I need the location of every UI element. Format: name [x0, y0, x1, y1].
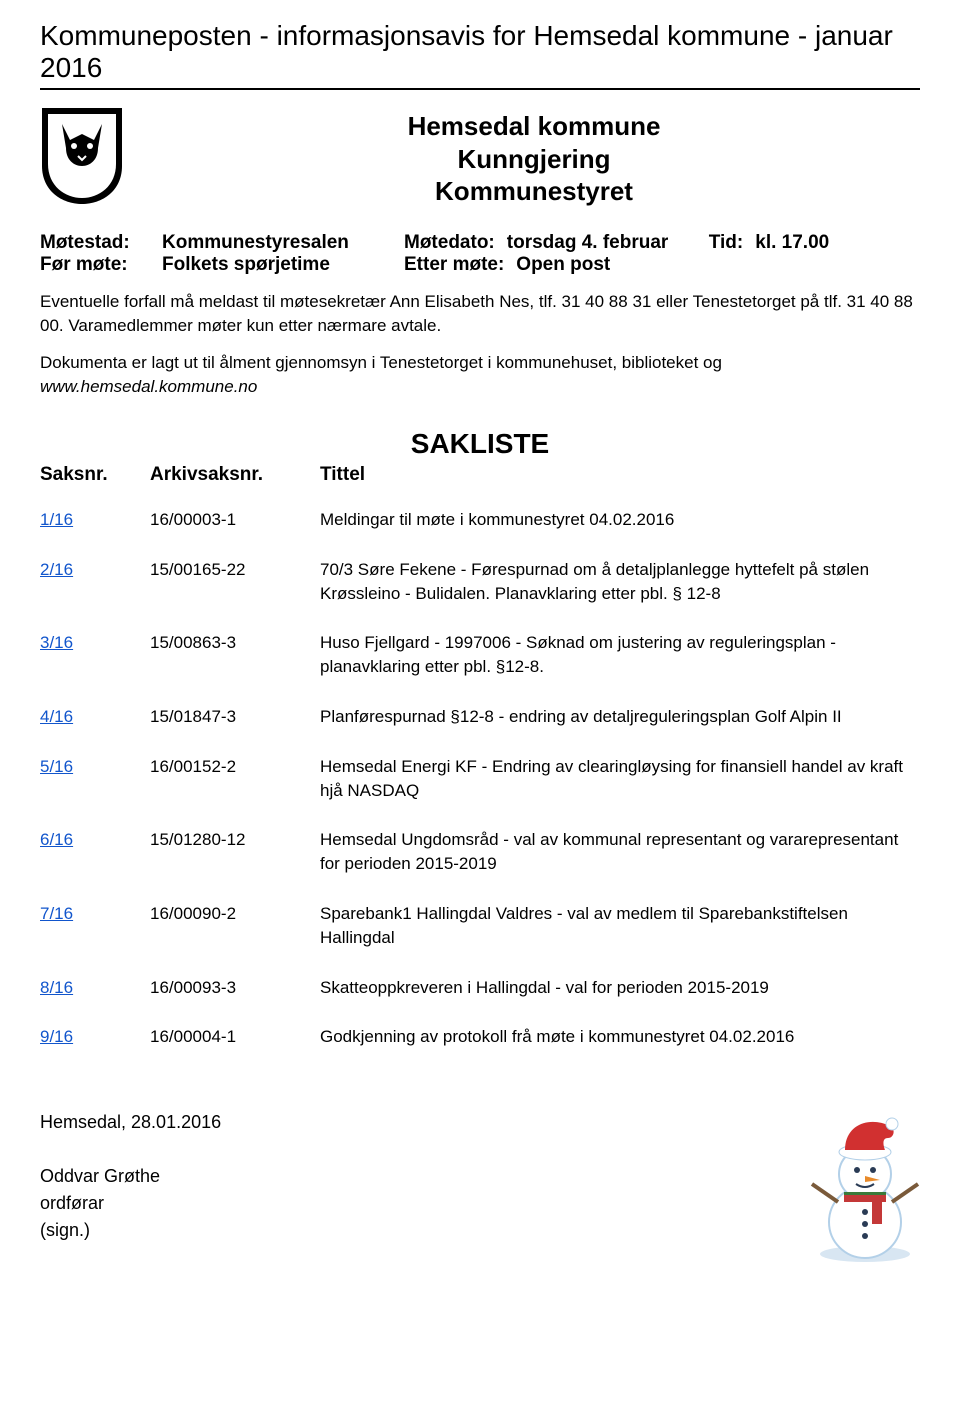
- footer-place-date: Hemsedal, 28.01.2016: [40, 1109, 920, 1136]
- tittel: Skatteoppkreveren i Hallingdal - val for…: [320, 976, 920, 1000]
- arkivsaksnr: 15/00863-3: [150, 631, 320, 655]
- saksnr-link[interactable]: 9/16: [40, 1027, 73, 1046]
- tittel: Meldingar til møte i kommunestyret 04.02…: [320, 508, 920, 532]
- tittel: 70/3 Søre Fekene - Førespurnad om å deta…: [320, 558, 920, 606]
- sak-row: 1/16 16/00003-1Meldingar til møte i kommu…: [40, 508, 920, 532]
- tittel: Hemsedal Energi KF - Endring av clearing…: [320, 755, 920, 803]
- arkivsaksnr: 16/00003-1: [150, 508, 320, 532]
- after-label: Etter møte:: [404, 254, 504, 276]
- sak-row: 9/16 16/00004-1Godkjenning av protokoll f…: [40, 1025, 920, 1049]
- paragraph-1: Eventuelle forfall må meldast til møtese…: [40, 290, 920, 339]
- column-headers: Saksnr. Arkivsaksnr. Tittel: [40, 464, 920, 486]
- arkivsaksnr: 16/00004-1: [150, 1025, 320, 1049]
- arkivsaksnr: 15/01847-3: [150, 705, 320, 729]
- footer: Hemsedal, 28.01.2016 Oddvar Grøthe ordfø…: [40, 1109, 920, 1244]
- saksnr-link[interactable]: 8/16: [40, 978, 73, 997]
- saksnr-link[interactable]: 5/16: [40, 757, 73, 776]
- col-tittel: Tittel: [320, 464, 920, 486]
- sak-row: 3/16 15/00863-3Huso Fjellgard - 1997006 -…: [40, 631, 920, 679]
- footer-role: ordførar: [40, 1190, 920, 1217]
- snowman-icon: [800, 1104, 930, 1264]
- after-value: Open post: [516, 254, 610, 276]
- before-label: Før møte:: [40, 254, 150, 276]
- tittel: Sparebank1 Hallingdal Valdres - val av m…: [320, 902, 920, 950]
- time-label: Tid:: [709, 232, 743, 254]
- saksnr-link[interactable]: 2/16: [40, 560, 73, 579]
- arkivsaksnr: 16/00152-2: [150, 755, 320, 779]
- place-value: Kommunestyresalen: [162, 232, 392, 254]
- arkivsaksnr: 16/00093-3: [150, 976, 320, 1000]
- arkivsaksnr: 15/00165-22: [150, 558, 320, 582]
- tittel: Planførespurnad §12-8 - endring av detal…: [320, 705, 920, 729]
- arkivsaksnr: 15/01280-12: [150, 828, 320, 852]
- tittel: Hemsedal Ungdomsråd - val av kommunal re…: [320, 828, 920, 876]
- col-saksnr: Saksnr.: [40, 464, 150, 486]
- tittel: Godkjenning av protokoll frå møte i komm…: [320, 1025, 920, 1049]
- masthead: Kommuneposten - informasjonsavis for Hem…: [40, 20, 920, 90]
- arkivsaksnr: 16/00090-2: [150, 902, 320, 926]
- header-row: Hemsedal kommune Kunngjering Kommunestyr…: [40, 106, 920, 208]
- sak-row: 4/16 15/01847-3Planførespurnad §12-8 - en…: [40, 705, 920, 729]
- title-line-1: Hemsedal kommune: [148, 110, 920, 143]
- footer-sign: (sign.): [40, 1217, 920, 1244]
- col-arkivsaksnr: Arkivsaksnr.: [150, 464, 320, 486]
- title-line-3: Kommunestyret: [148, 175, 920, 208]
- sakliste-heading: SAKLISTE: [40, 428, 920, 460]
- title-line-2: Kunngjering: [148, 143, 920, 176]
- sak-rows: 1/16 16/00003-1Meldingar til møte i kommu…: [40, 508, 920, 1049]
- sak-row: 6/16 15/01280-12Hemsedal Ungdomsråd - val…: [40, 828, 920, 876]
- sak-row: 2/16 15/00165-2270/3 Søre Fekene - Føresp…: [40, 558, 920, 606]
- saksnr-link[interactable]: 7/16: [40, 904, 73, 923]
- meeting-info: Møtestad: Kommunestyresalen Møtedato: to…: [40, 232, 920, 276]
- footer-name: Oddvar Grøthe: [40, 1163, 920, 1190]
- date-value: torsdag 4. februar: [507, 232, 697, 254]
- paragraph-2a: Dokumenta er lagt ut til ålment gjennoms…: [40, 353, 722, 372]
- date-label: Møtedato:: [404, 232, 495, 254]
- website-text: www.hemsedal.kommune.no: [40, 377, 257, 396]
- place-label: Møtestad:: [40, 232, 150, 254]
- sak-row: 7/16 16/00090-2Sparebank1 Hallingdal Vald…: [40, 902, 920, 950]
- before-value: Folkets spørjetime: [162, 254, 392, 276]
- time-value: kl. 17.00: [755, 232, 829, 254]
- tittel: Huso Fjellgard - 1997006 - Søknad om jus…: [320, 631, 920, 679]
- saksnr-link[interactable]: 1/16: [40, 510, 73, 529]
- municipal-shield-icon: [40, 106, 124, 206]
- saksnr-link[interactable]: 6/16: [40, 830, 73, 849]
- paragraph-2: Dokumenta er lagt ut til ålment gjennoms…: [40, 351, 920, 400]
- title-block: Hemsedal kommune Kunngjering Kommunestyr…: [148, 106, 920, 208]
- saksnr-link[interactable]: 4/16: [40, 707, 73, 726]
- sak-row: 5/16 16/00152-2Hemsedal Energi KF - Endri…: [40, 755, 920, 803]
- saksnr-link[interactable]: 3/16: [40, 633, 73, 652]
- sak-row: 8/16 16/00093-3Skatteoppkreveren i Hallin…: [40, 976, 920, 1000]
